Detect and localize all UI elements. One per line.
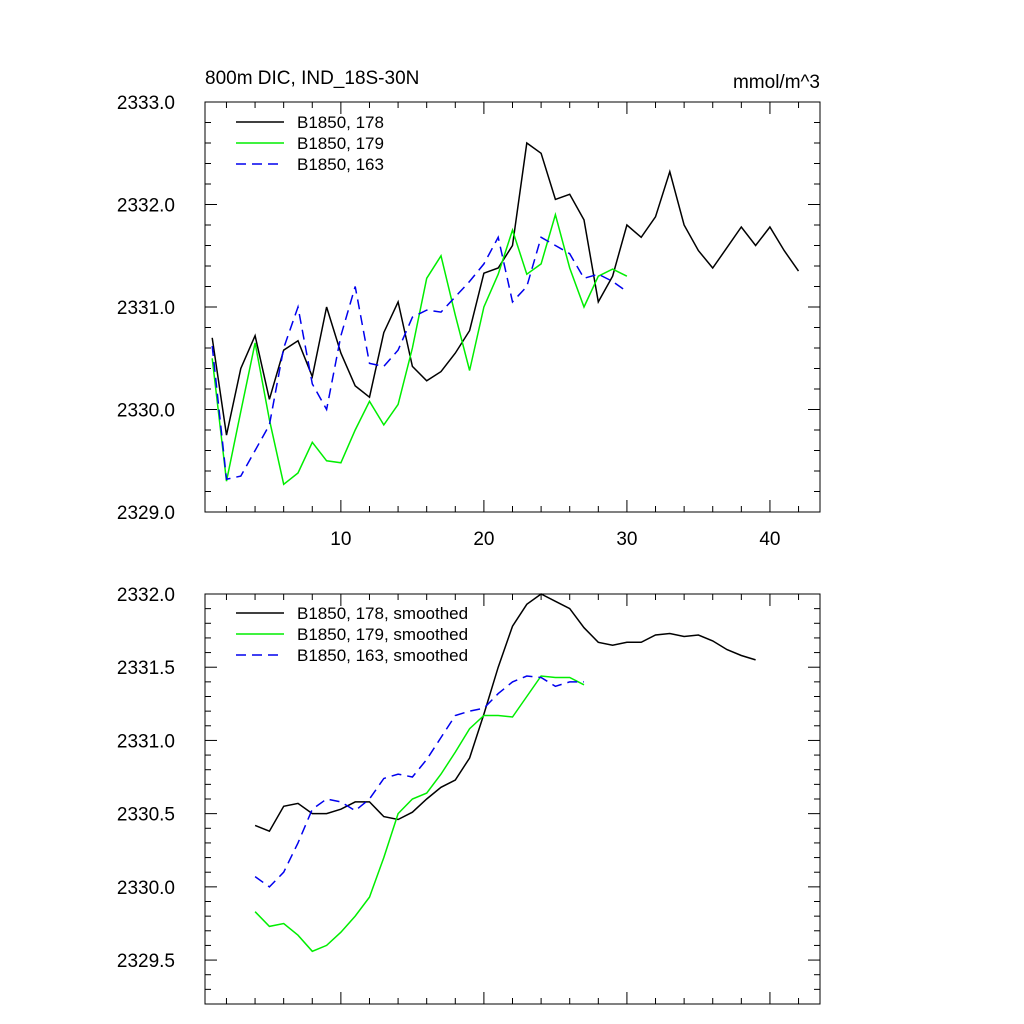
legend-label-2: B1850, 179 (297, 134, 384, 153)
chart-title: 800m DIC, IND_18S-30N (205, 68, 419, 89)
top-tick-labels: 10 20 30 40 2329.0 2330.0 2331.0 2332.0 2333.0 (117, 93, 781, 550)
top-ticks (205, 101, 820, 513)
bottom-legend: B1850, 178, smoothed B1850, 179, smoothed… (236, 604, 468, 665)
y-tick-label: 2331.5 (117, 658, 175, 679)
top-series (211, 141, 800, 486)
legend-label-1: B1850, 178 (297, 113, 384, 132)
series-line-3 (254, 675, 584, 888)
legend-label-1: B1850, 178, smoothed (297, 604, 468, 623)
series-line-3 (211, 235, 628, 481)
panel-top: 800m DIC, IND_18S-30N mmol/m^3 10 20 30 40 2… (117, 68, 821, 550)
panel-bottom: 2329.5 2330.0 2330.5 2331.0 2331.5 2332.0 B18… (117, 585, 821, 1005)
legend-label-3: B1850, 163 (297, 155, 384, 174)
legend-label-3: B1850, 163, smoothed (297, 646, 468, 665)
series-line-1 (254, 593, 756, 833)
series-line-2 (254, 675, 585, 953)
y-tick-label: 2331.0 (117, 731, 175, 752)
units-label: mmol/m^3 (733, 72, 820, 93)
series-line-2 (211, 211, 628, 486)
x-tick-label: 40 (759, 529, 780, 550)
y-tick-label: 2329.5 (117, 951, 175, 972)
x-tick-label: 10 (330, 529, 351, 550)
legend-label-2: B1850, 179, smoothed (297, 625, 468, 644)
bottom-plot-frame (204, 593, 821, 1005)
y-tick-label: 2329.0 (117, 503, 175, 524)
y-tick-label: 2331.0 (117, 298, 175, 319)
bottom-series (254, 593, 756, 953)
y-tick-label: 2330.0 (117, 401, 175, 422)
y-tick-label: 2332.0 (117, 196, 175, 217)
y-tick-label: 2332.0 (117, 585, 175, 606)
bottom-tick-labels: 2329.5 2330.0 2330.5 2331.0 2331.5 2332.0 (117, 585, 175, 972)
y-tick-label: 2333.0 (117, 93, 175, 114)
series-line-1 (211, 141, 800, 436)
x-tick-label: 20 (473, 529, 494, 550)
y-tick-label: 2330.0 (117, 878, 175, 899)
top-plot-frame (204, 101, 821, 513)
x-tick-label: 30 (616, 529, 637, 550)
top-legend: B1850, 178 B1850, 179 B1850, 163 (236, 113, 384, 174)
y-tick-label: 2330.5 (117, 805, 175, 826)
